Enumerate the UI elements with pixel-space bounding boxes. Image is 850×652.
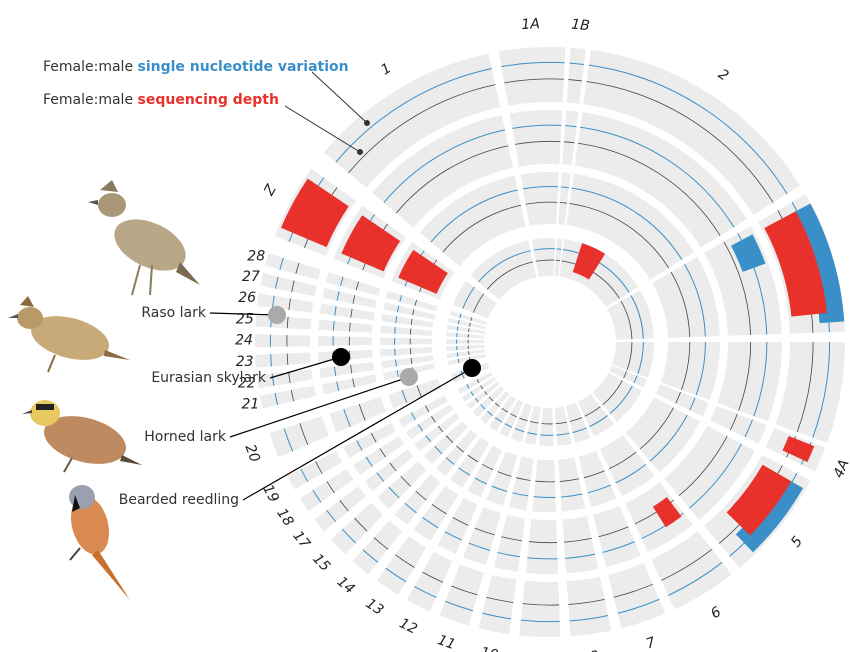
legend-highlight: sequencing depth [138, 92, 279, 108]
chromosome-band [526, 519, 558, 574]
chromosome-band [260, 386, 316, 409]
bird-illustrations [8, 180, 200, 600]
snv-track [457, 327, 458, 331]
chromosome-label: 17 [289, 528, 313, 552]
chromosome-band [519, 581, 560, 637]
chromosome-band [380, 338, 432, 345]
chromosome-band [380, 326, 432, 336]
chromosome-band [567, 577, 612, 637]
bird-horned [22, 400, 142, 472]
chromosome-label: 14 [334, 574, 358, 598]
chromosome-band [510, 110, 562, 167]
chromosome-band [479, 575, 517, 634]
legend-entry: Female:male single nucleotide variation [43, 59, 349, 75]
chromosome-label: 5 [788, 534, 806, 551]
chromosome-label: 19 [259, 482, 282, 505]
chromosome-band [562, 516, 598, 573]
species-label: Raso lark [141, 305, 207, 321]
chromosome-band [318, 320, 373, 333]
chromosome-label: 7 [644, 635, 658, 652]
chromosome-label: 21 [241, 396, 259, 412]
snv-track [395, 327, 396, 334]
chromosome-label: 1 [378, 60, 394, 78]
species-label: Bearded reedling [119, 492, 239, 508]
chromosome-label: 10 [479, 645, 500, 652]
species-marker [332, 348, 350, 366]
chromosome-band [255, 334, 310, 347]
chromosome-band [380, 347, 432, 357]
species-label: Eurasian skylark [151, 370, 267, 386]
chromosome-label: 12 [397, 615, 420, 637]
chromosome-band [446, 345, 484, 351]
rings: 11A1B2344A567891011121314151718192021222… [235, 16, 850, 652]
chromosome-label: 4A [831, 457, 850, 480]
chromosome-band [255, 352, 311, 367]
chromosome-band [470, 240, 536, 299]
legend-highlight: single nucleotide variation [138, 59, 349, 75]
chromosome-label: 15 [309, 551, 333, 575]
chromosome-band [717, 342, 782, 421]
chromosome-band [257, 293, 313, 312]
snv-track [540, 435, 553, 436]
legend-entry: Female:male sequencing depth [43, 92, 279, 108]
bird-skylark [8, 296, 130, 372]
legend: Female:male single nucleotide variation … [43, 59, 349, 108]
chromosome-band [319, 362, 374, 378]
chromosome-label: Z [261, 182, 280, 199]
leader-dot [364, 120, 370, 126]
species-label: Horned lark [144, 429, 227, 445]
chromosome-band [539, 408, 554, 446]
chromosome-label: 6 [708, 604, 724, 622]
chromosome-band [520, 172, 558, 226]
depth-track [469, 328, 470, 332]
species-marker [268, 306, 286, 324]
chromosome-label: 20 [242, 442, 263, 464]
legend-prefix: Female:male [43, 92, 133, 108]
chromosome-label: 8 [589, 648, 600, 652]
chromosome-label: 11 [435, 632, 457, 652]
chromosome-band [567, 48, 586, 104]
chromosome-band [269, 416, 329, 457]
species-marker [463, 359, 481, 377]
chromosome-label: 28 [247, 248, 265, 264]
chromosome-label: 23 [236, 354, 254, 370]
chromosome-label: 24 [235, 333, 253, 349]
chromosome-label: 2 [715, 66, 731, 84]
chromosome-label: 1A [521, 16, 540, 33]
species-marker [400, 368, 418, 386]
chromosome-band [446, 339, 484, 344]
chromosome-band [318, 336, 372, 346]
chromosome-label: 26 [238, 290, 256, 306]
chromosome-band [776, 342, 845, 443]
snv-track [457, 353, 458, 357]
legend-prefix: Female:male [43, 59, 133, 75]
chromosome-label: 27 [242, 269, 260, 285]
legend-leader [312, 72, 367, 123]
chromosome-band [499, 47, 566, 106]
chromosome-band [532, 459, 556, 512]
chromosome-band [494, 515, 525, 572]
bird-raso [88, 180, 200, 295]
chromosome-band [608, 563, 665, 628]
chromosome-label: 18 [273, 506, 296, 530]
chromosome-label: 1B [570, 17, 590, 35]
circos-figure: 11A1B2344A567891011121314151718192021222… [0, 0, 850, 652]
leader-dot [357, 149, 363, 155]
chromosome-band [532, 238, 556, 277]
chromosome-band [329, 397, 386, 433]
chromosome-label: 13 [363, 596, 387, 619]
chromosome-band [562, 111, 578, 166]
